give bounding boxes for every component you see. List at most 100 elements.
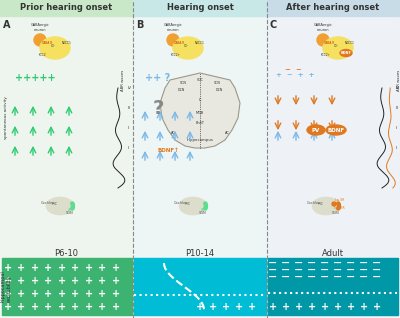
Text: −: −: [294, 265, 304, 275]
Circle shape: [317, 34, 329, 46]
Text: B: B: [136, 20, 143, 30]
Text: I: I: [396, 146, 397, 150]
Text: +: +: [308, 302, 316, 312]
Text: BDNF: BDNF: [340, 51, 352, 55]
Circle shape: [204, 207, 207, 210]
Text: +: +: [58, 263, 66, 273]
Text: ?: ?: [152, 99, 164, 117]
Circle shape: [204, 203, 207, 206]
Text: −: −: [372, 258, 382, 268]
Text: IV: IV: [128, 86, 132, 90]
Text: −: −: [268, 272, 278, 282]
Text: C: C: [270, 20, 277, 30]
Ellipse shape: [40, 37, 70, 59]
Text: +: +: [282, 302, 290, 312]
Text: +: +: [85, 263, 93, 273]
Text: high-SR: high-SR: [334, 206, 346, 210]
Text: GABAergic
neuron: GABAergic neuron: [164, 24, 182, 32]
Text: SGN: SGN: [332, 211, 340, 215]
Text: +: +: [4, 289, 12, 299]
Text: −: −: [333, 265, 343, 275]
Text: −: −: [307, 265, 317, 275]
Text: +: +: [196, 302, 204, 312]
Text: +: +: [98, 289, 106, 299]
Text: +: +: [4, 263, 12, 273]
Text: +: +: [209, 302, 217, 312]
Text: +: +: [347, 302, 355, 312]
Text: +: +: [373, 302, 381, 312]
Bar: [268, 258, 398, 315]
Text: −: −: [359, 265, 369, 275]
Text: −: −: [307, 258, 317, 268]
Text: PV: PV: [312, 128, 320, 133]
Text: Hearing onset: Hearing onset: [166, 3, 234, 12]
Circle shape: [337, 202, 340, 205]
Text: +: +: [321, 302, 329, 312]
Text: low-SR: low-SR: [335, 198, 345, 202]
Text: hippocampal
excitability: hippocampal excitability: [1, 271, 12, 302]
Text: A: A: [3, 20, 10, 30]
Circle shape: [71, 206, 74, 209]
Text: −: −: [346, 272, 356, 282]
Text: AC: AC: [170, 131, 176, 135]
Text: +: +: [222, 302, 230, 312]
Text: I: I: [128, 146, 129, 150]
Text: +: +: [235, 302, 243, 312]
Text: GABA-R: GABA-R: [174, 41, 186, 45]
Text: +: +: [44, 263, 52, 273]
Circle shape: [338, 204, 340, 208]
Text: +: +: [58, 289, 66, 299]
Text: −: −: [281, 258, 291, 268]
Text: GABA-R: GABA-R: [324, 41, 336, 45]
Text: +: +: [58, 276, 66, 286]
Text: +: +: [18, 302, 26, 312]
Text: +: +: [334, 302, 342, 312]
Ellipse shape: [173, 37, 203, 59]
Text: +: +: [72, 276, 80, 286]
Text: −: −: [333, 272, 343, 282]
Text: DCN: DCN: [177, 88, 185, 92]
Text: SGN: SGN: [66, 211, 74, 215]
Circle shape: [337, 203, 340, 206]
Text: VCN: VCN: [180, 81, 186, 85]
Text: VCN: VCN: [214, 81, 220, 85]
Text: KCC2: KCC2: [39, 53, 47, 57]
Text: IHC: IHC: [185, 202, 191, 206]
Circle shape: [337, 206, 340, 209]
Text: After hearing onset: After hearing onset: [286, 3, 380, 12]
Text: +: +: [360, 302, 368, 312]
Text: −: −: [294, 272, 304, 282]
Text: +: +: [72, 289, 80, 299]
Text: Hippocampus: Hippocampus: [186, 138, 214, 142]
Text: −: −: [346, 258, 356, 268]
Text: +: +: [295, 302, 303, 312]
Text: Cochlea: Cochlea: [174, 201, 188, 205]
Ellipse shape: [312, 197, 340, 215]
Text: +: +: [98, 302, 106, 312]
Text: Cochlea: Cochlea: [41, 201, 55, 205]
Text: +: +: [112, 276, 120, 286]
Text: +: +: [112, 263, 120, 273]
Text: spontaneous activity: spontaneous activity: [4, 97, 8, 139]
Text: +: +: [4, 276, 12, 286]
Text: −: −: [307, 272, 317, 282]
Circle shape: [204, 202, 207, 205]
Text: GABAergic
neuron: GABAergic neuron: [314, 24, 332, 32]
Ellipse shape: [323, 37, 353, 59]
Text: IHC: IHC: [318, 202, 324, 206]
Text: KCC2↑: KCC2↑: [171, 53, 181, 57]
Bar: [267, 0, 400, 16]
Circle shape: [204, 204, 208, 208]
Text: −: −: [281, 265, 291, 275]
Text: +++++: +++++: [15, 73, 56, 83]
Text: IC: IC: [198, 98, 202, 102]
Text: P10-14: P10-14: [186, 248, 214, 258]
Text: ABR waves: ABR waves: [121, 69, 125, 91]
Circle shape: [204, 206, 207, 209]
Text: +: +: [18, 289, 26, 299]
Text: +: +: [248, 302, 256, 312]
Text: +: +: [44, 302, 52, 312]
Circle shape: [71, 207, 74, 210]
Text: −: −: [268, 258, 278, 268]
Text: −: −: [320, 272, 330, 282]
